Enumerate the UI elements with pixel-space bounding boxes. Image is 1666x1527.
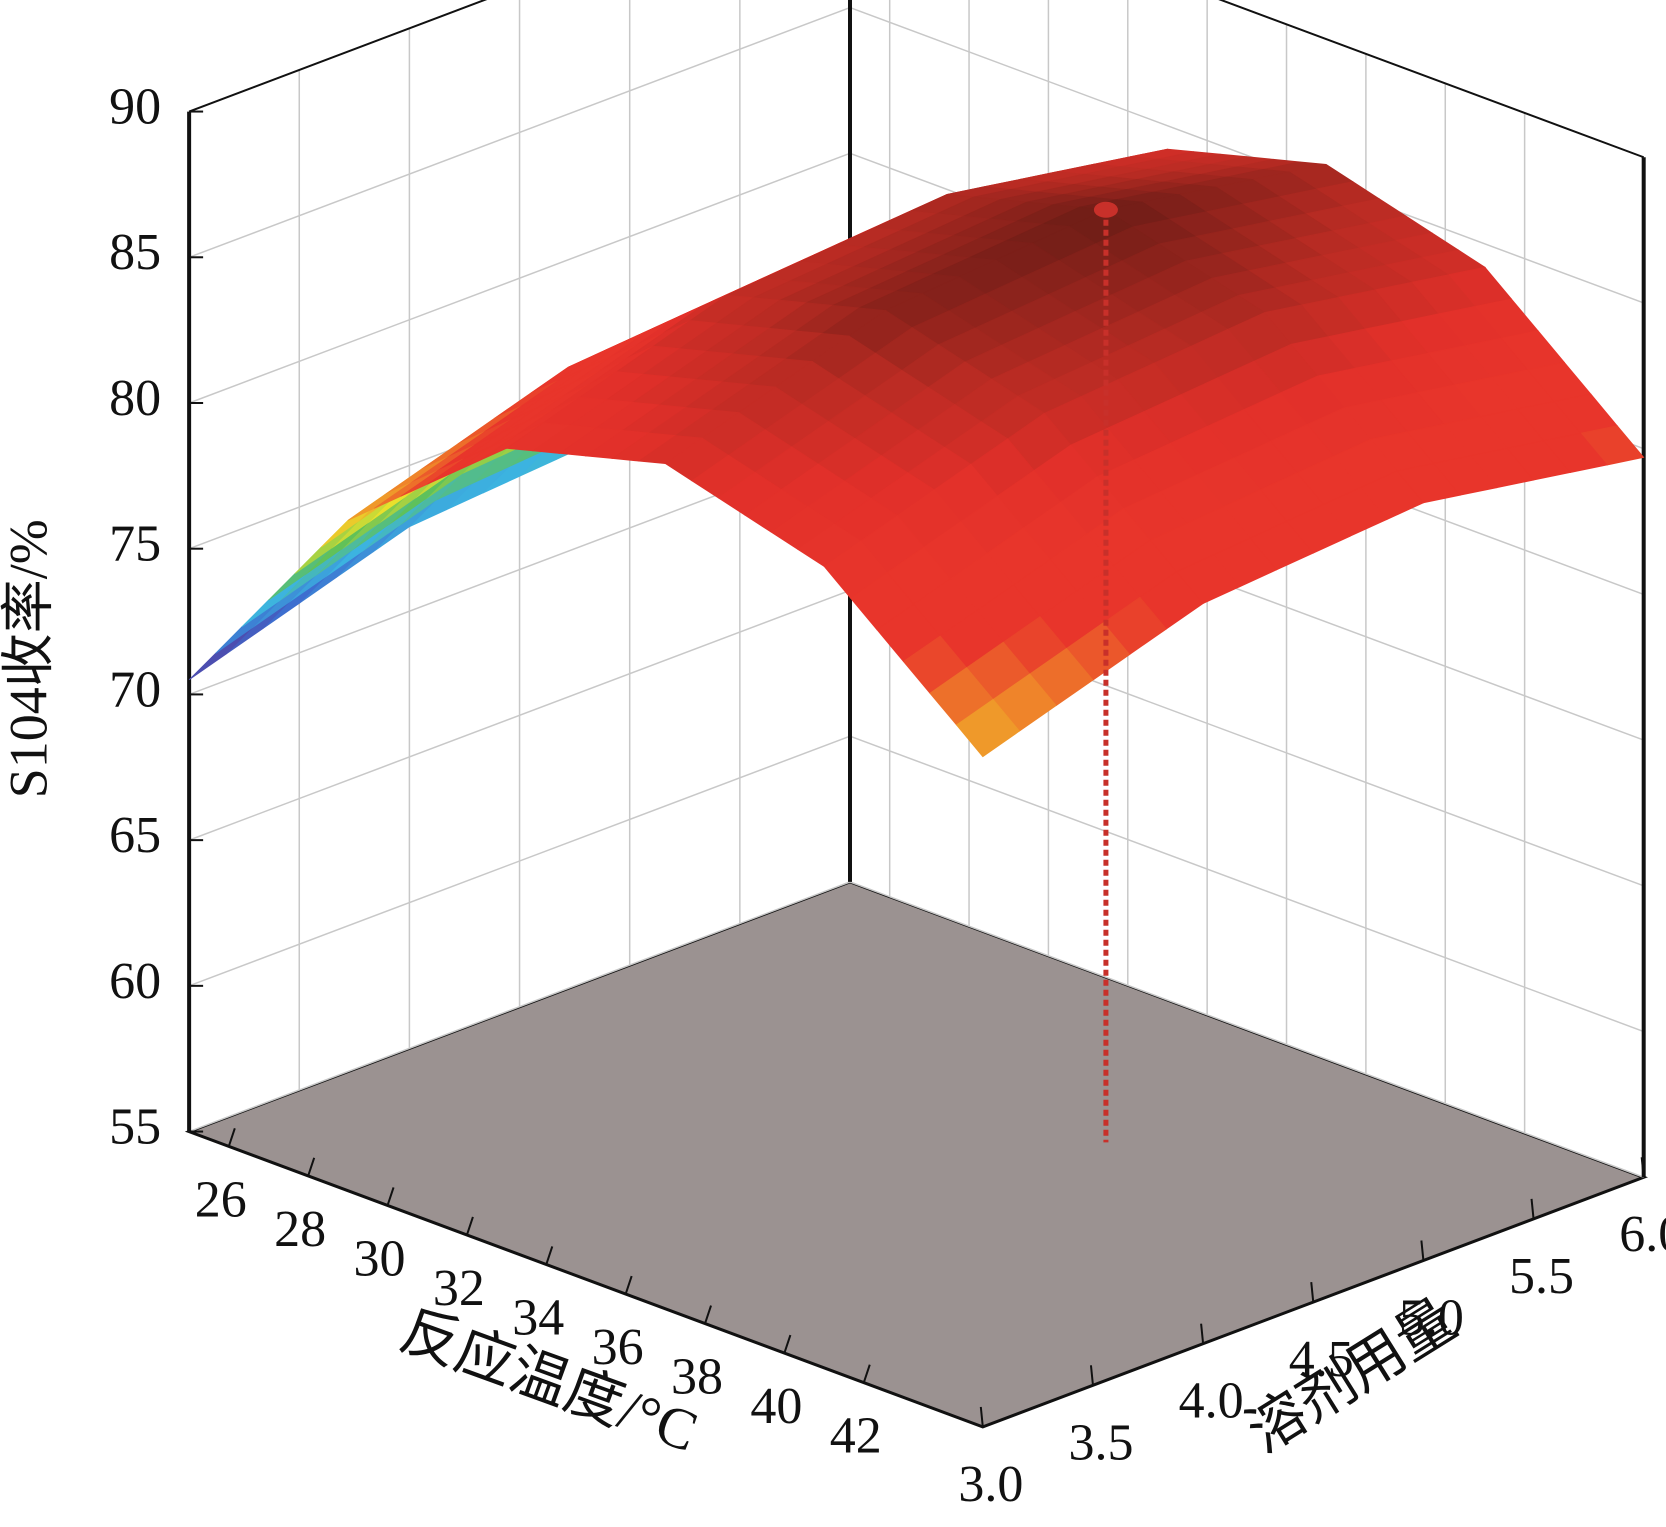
y-tick-label: 5.0 [1399, 1289, 1464, 1346]
tick-mark [1310, 1281, 1315, 1303]
z-tick-label: 70 [109, 661, 161, 718]
tick-mark [1640, 1157, 1645, 1178]
x-tick-label: 26 [195, 1171, 247, 1228]
peak-marker [1093, 201, 1118, 218]
y-tick-label: 4.0 [1179, 1373, 1244, 1430]
tick-mark [862, 1364, 871, 1383]
tick-mark [1420, 1240, 1425, 1261]
z-tick-label: 75 [109, 516, 161, 573]
tick-mark [1530, 1198, 1535, 1219]
z-tick-label: 90 [109, 79, 161, 136]
y-tick-label: 3.5 [1068, 1414, 1133, 1471]
x-tick-label: 42 [830, 1408, 882, 1465]
tick-mark [1200, 1323, 1205, 1344]
x-tick-label: 28 [274, 1201, 326, 1258]
z-axis-label: S104收率/% [0, 519, 58, 798]
axis-line [1218, 0, 1645, 159]
walls [184, 0, 1648, 1429]
tick-mark [783, 1334, 792, 1354]
tick-mark [465, 1216, 474, 1236]
x-tick-label: 36 [592, 1319, 644, 1376]
z-tick-label: 65 [109, 807, 161, 864]
axis-line [188, 0, 488, 113]
y-tick-label: 6.0 [1619, 1206, 1666, 1263]
tick-mark [704, 1305, 712, 1324]
tick-mark [545, 1246, 554, 1265]
grid-line [849, 735, 1644, 1033]
x-tick-label: 38 [671, 1348, 723, 1405]
y-tick-label: 4.5 [1289, 1331, 1354, 1388]
tick-mark [979, 1406, 984, 1428]
tick-mark [624, 1275, 633, 1295]
x-tick-label: 32 [433, 1260, 485, 1317]
x-tick-label: 34 [512, 1289, 564, 1346]
y-tick-label: 3.0 [958, 1456, 1023, 1513]
tick-mark [227, 1128, 236, 1147]
grid-line [849, 6, 1644, 304]
z-tick-label: 80 [109, 370, 161, 427]
z-tick-label: 60 [109, 953, 161, 1010]
x-tick-label: 30 [354, 1230, 406, 1287]
tick-mark [386, 1187, 395, 1206]
z-tick-label: 85 [109, 224, 161, 281]
x-tick-label: 40 [750, 1378, 802, 1435]
tick-mark [307, 1157, 316, 1177]
z-tick-label: 55 [109, 1099, 161, 1156]
grid-line [849, 881, 1644, 1178]
y-tick-label: 5.5 [1509, 1248, 1574, 1305]
surface-patch [955, 698, 1021, 758]
tick-mark [1089, 1365, 1094, 1386]
surface [188, 148, 1645, 1143]
